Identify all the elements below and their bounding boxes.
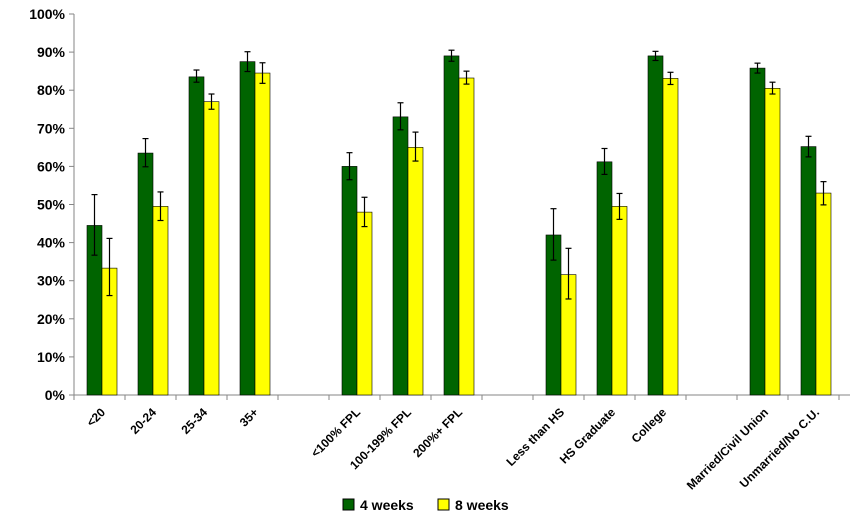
x-tick-label-35: 35+ — [237, 405, 261, 429]
bar-8-weeks-20-24 — [152, 206, 169, 396]
bar-8-weeks-100-199-fpl — [407, 147, 424, 396]
y-tick-label: 60% — [37, 158, 66, 174]
x-tick-label-college: College — [629, 405, 670, 446]
bar-4-weeks-100-fpl — [341, 166, 358, 396]
x-tick-label-20: <20 — [84, 405, 109, 430]
y-tick-label: 90% — [37, 44, 66, 60]
legend-swatch-8-weeks — [437, 498, 450, 511]
y-tick-label: 50% — [37, 197, 66, 213]
bar-4-weeks-20-24 — [137, 152, 154, 396]
legend-label-4-weeks: 4 weeks — [360, 497, 414, 513]
bar-8-weeks-unmarried-no-c-u — [815, 192, 832, 396]
bar-8-weeks-100-fpl — [356, 211, 373, 396]
bar-4-weeks-college — [647, 55, 664, 396]
x-tick-label-less-than-hs: Less than HS — [503, 405, 567, 469]
legend: 4 weeks 8 weeks — [342, 497, 509, 513]
y-tick-label: 40% — [37, 235, 66, 251]
error-bars — [91, 49, 827, 300]
x-tick-label-married-civil-union: Married/Civil Union — [684, 405, 771, 492]
bar-8-weeks-hs-graduate — [611, 206, 628, 396]
bar-8-weeks-married-civil-union — [764, 87, 781, 396]
bar-4-weeks-200-fpl — [443, 55, 460, 396]
bar-4-weeks-35 — [239, 61, 256, 396]
y-tick-label: 20% — [37, 311, 66, 327]
x-tick-label-200-fpl: 200%+ FPL — [410, 405, 465, 460]
bar-4-weeks-100-199-fpl — [392, 116, 409, 396]
bar-4-weeks-hs-graduate — [596, 161, 613, 396]
x-tick-label-100-fpl: <100% FPL — [308, 405, 363, 460]
bar-8-weeks-25-34 — [203, 101, 220, 396]
bar-4-weeks-unmarried-no-c-u — [800, 146, 817, 396]
bar-8-weeks-college — [662, 78, 679, 396]
y-tick-label: 10% — [37, 349, 66, 365]
y-tick-labels: 0% 10% 20% 30% 40% 50% 60% 70% 80% 90% 100% — [29, 6, 74, 403]
bar-4-weeks-25-34 — [188, 76, 205, 396]
y-tick-label: 0% — [45, 387, 66, 403]
y-tick-label: 80% — [37, 82, 66, 98]
y-tick-label: 100% — [29, 6, 65, 22]
legend-swatch-4-weeks — [342, 498, 355, 511]
legend-label-8-weeks: 8 weeks — [455, 497, 509, 513]
y-tick-label: 30% — [37, 273, 66, 289]
y-tick-label: 70% — [37, 120, 66, 136]
bar-4-weeks-married-civil-union — [749, 67, 766, 396]
bar-8-weeks-200-fpl — [458, 77, 475, 396]
x-tick-label-20-24: 20-24 — [128, 405, 160, 437]
x-tick-label-25-34: 25-34 — [179, 405, 211, 437]
bar-8-weeks-35 — [254, 72, 271, 396]
bars — [86, 55, 832, 396]
